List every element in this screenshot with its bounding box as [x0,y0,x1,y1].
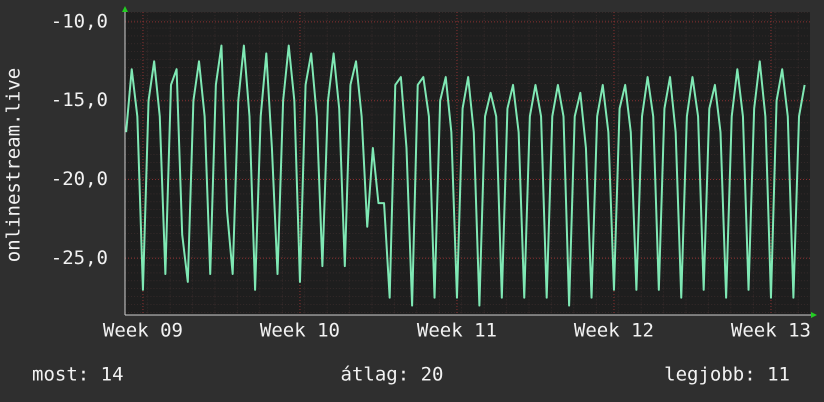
y-tick-label: -20,0 [51,168,108,190]
y-tick-label: -10,0 [51,10,108,32]
footer-current: most: 14 [32,364,124,386]
data-line [125,44,806,307]
y-tick-label: -15,0 [51,89,108,111]
x-tick-label: Week 09 [103,320,183,342]
minor-grid [125,12,810,315]
x-tick-label: Week 12 [574,320,654,342]
x-tick-label: Week 10 [260,320,340,342]
x-axis-arrow [811,312,817,318]
marks [125,44,806,307]
y-axis-arrow [122,6,128,12]
y-tick-label: -25,0 [51,247,108,269]
x-tick-label: Week 11 [417,320,497,342]
y-axis-label: onlinestream.live [3,68,25,262]
footer-best: legjobb: 11 [664,364,790,386]
x-tick-label: Week 13 [731,320,811,342]
footer-average: átlag: 20 [341,364,444,386]
